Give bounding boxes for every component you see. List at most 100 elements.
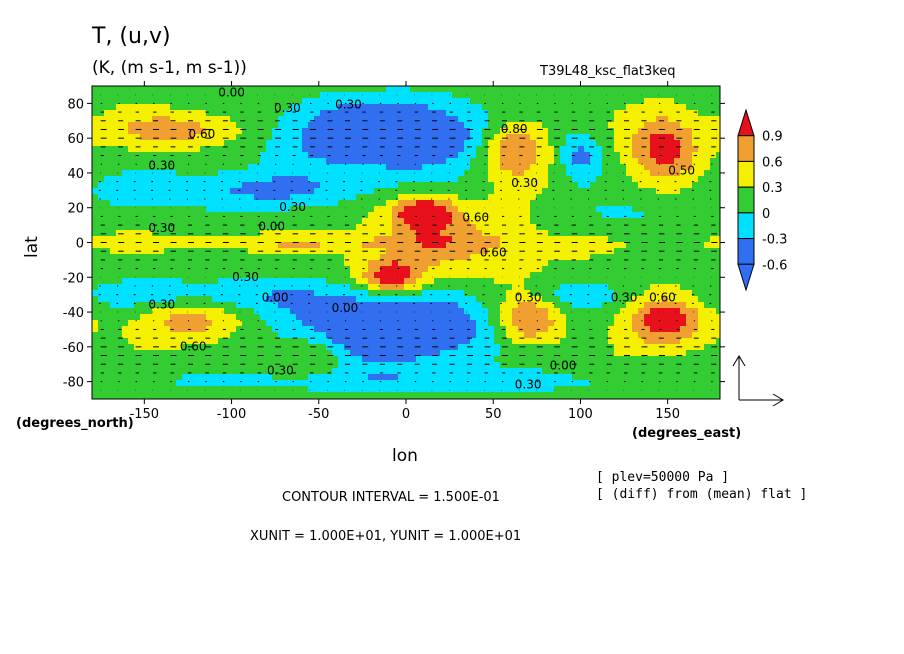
heatmap-cell — [572, 92, 579, 99]
heatmap-cell — [590, 380, 597, 387]
heatmap-cell — [236, 302, 243, 309]
heatmap-cell — [218, 170, 225, 177]
heatmap-cell — [512, 320, 519, 327]
heatmap-cell — [488, 110, 495, 117]
heatmap-cell — [224, 224, 231, 231]
heatmap-cell — [296, 164, 303, 171]
heatmap-cell — [596, 284, 603, 291]
heatmap-cell — [224, 164, 231, 171]
heatmap-cell — [230, 248, 237, 255]
heatmap-cell — [470, 326, 477, 333]
heatmap-cell — [392, 218, 399, 225]
heatmap-cell — [302, 158, 309, 165]
heatmap-cell — [260, 362, 267, 369]
heatmap-cell — [164, 134, 171, 141]
heatmap-cell — [344, 200, 351, 207]
heatmap-cell — [584, 248, 591, 255]
heatmap-cell — [308, 188, 315, 195]
heatmap-cell — [440, 242, 447, 249]
heatmap-cell — [110, 164, 117, 171]
heatmap-cell — [212, 356, 219, 363]
heatmap-cell — [530, 152, 537, 159]
heatmap-cell — [176, 242, 183, 249]
heatmap-cell — [446, 326, 453, 333]
heatmap-cell — [176, 212, 183, 219]
heatmap-cell — [584, 338, 591, 345]
heatmap-cell — [410, 230, 417, 237]
heatmap-cell — [392, 266, 399, 273]
heatmap-cell — [404, 134, 411, 141]
heatmap-cell — [194, 248, 201, 255]
heatmap-cell — [440, 122, 447, 129]
heatmap-cell — [332, 116, 339, 123]
heatmap-cell — [194, 86, 201, 93]
heatmap-cell — [218, 104, 225, 111]
heatmap-cell — [188, 188, 195, 195]
heatmap-cell — [476, 230, 483, 237]
heatmap-cell — [620, 230, 627, 237]
heatmap-cell — [176, 188, 183, 195]
heatmap-cell — [632, 158, 639, 165]
heatmap-cell — [608, 170, 615, 177]
heatmap-cell — [362, 260, 369, 267]
heatmap-cell — [266, 134, 273, 141]
heatmap-cell — [152, 284, 159, 291]
heatmap-cell — [98, 224, 105, 231]
heatmap-cell — [524, 224, 531, 231]
heatmap-cell — [302, 380, 309, 387]
heatmap-cell — [200, 218, 207, 225]
heatmap-cell — [152, 308, 159, 315]
heatmap-cell — [338, 146, 345, 153]
heatmap-cell — [242, 302, 249, 309]
heatmap-cell — [620, 350, 627, 357]
heatmap-cell — [350, 206, 357, 213]
heatmap-cell — [482, 122, 489, 129]
heatmap-cell — [212, 104, 219, 111]
heatmap-cell — [638, 206, 645, 213]
heatmap-cell — [410, 248, 417, 255]
heatmap-cell — [146, 236, 153, 243]
heatmap-cell — [116, 218, 123, 225]
heatmap-cell — [470, 194, 477, 201]
heatmap-cell — [422, 326, 429, 333]
heatmap-cell — [230, 368, 237, 375]
heatmap-cell — [146, 368, 153, 375]
heatmap-cell — [644, 320, 651, 327]
heatmap-cell — [626, 122, 633, 129]
heatmap-cell — [620, 386, 627, 393]
heatmap-cell — [278, 92, 285, 99]
heatmap-cell — [242, 272, 249, 279]
heatmap-cell — [194, 368, 201, 375]
heatmap-cell — [596, 314, 603, 321]
heatmap-cell — [176, 272, 183, 279]
heatmap-cell — [278, 206, 285, 213]
heatmap-cell — [410, 296, 417, 303]
heatmap-cell — [314, 314, 321, 321]
heatmap-cell — [140, 158, 147, 165]
heatmap-cell — [170, 242, 177, 249]
heatmap-cell — [626, 320, 633, 327]
heatmap-cell — [218, 338, 225, 345]
heatmap-cell — [650, 182, 657, 189]
heatmap-cell — [302, 116, 309, 123]
heatmap-cell — [650, 188, 657, 195]
heatmap-cell — [152, 350, 159, 357]
heatmap-cell — [362, 392, 369, 399]
heatmap-cell — [152, 182, 159, 189]
heatmap-cell — [164, 290, 171, 297]
heatmap-cell — [476, 278, 483, 285]
heatmap-cell — [338, 152, 345, 159]
heatmap-cell — [158, 218, 165, 225]
heatmap-cell — [350, 98, 357, 105]
heatmap-cell — [464, 356, 471, 363]
heatmap-cell — [542, 212, 549, 219]
heatmap-cell — [404, 368, 411, 375]
heatmap-cell — [326, 236, 333, 243]
heatmap-cell — [164, 308, 171, 315]
heatmap-cell — [620, 266, 627, 273]
heatmap-cell — [536, 206, 543, 213]
heatmap-cell — [212, 350, 219, 357]
heatmap-cell — [566, 284, 573, 291]
heatmap-cell — [422, 362, 429, 369]
heatmap-cell — [134, 266, 141, 273]
